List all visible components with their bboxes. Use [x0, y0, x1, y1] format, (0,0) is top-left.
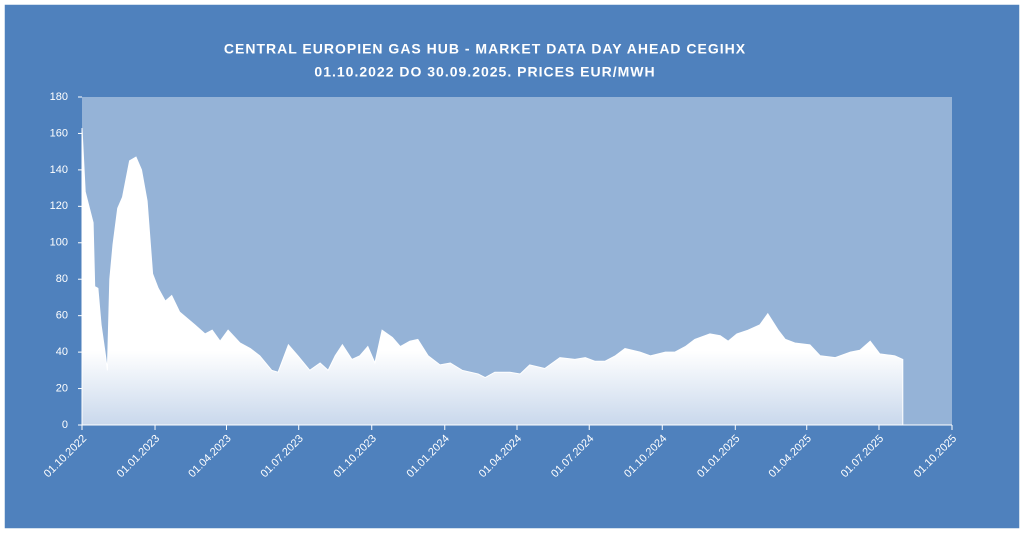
y-tick-label: 140 [50, 164, 68, 176]
y-tick-label: 80 [56, 273, 68, 285]
price-area [81, 127, 904, 426]
chart-title: CENTRAL EUROPIEN GAS HUB - MARKET DATA D… [224, 41, 746, 57]
y-tick-label: 0 [62, 419, 68, 431]
y-tick-label: 40 [56, 346, 68, 358]
y-tick-label: 120 [50, 200, 68, 212]
chart-subtitle: 01.10.2022 DO 30.09.2025. PRICES EUR/MWH [314, 64, 655, 80]
y-tick-label: 180 [50, 91, 68, 103]
y-tick-label: 60 [56, 310, 68, 322]
y-tick-label: 160 [50, 127, 68, 139]
y-tick-label: 100 [50, 237, 68, 249]
y-tick-label: 20 [56, 382, 68, 394]
